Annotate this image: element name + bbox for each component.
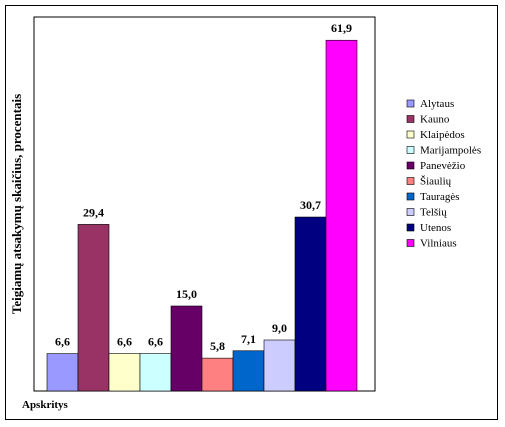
data-label-4: 15,0 <box>176 287 197 301</box>
legend-swatch-0 <box>406 99 415 108</box>
bar-9 <box>325 39 358 392</box>
legend-swatch-9 <box>406 239 415 247</box>
legend-swatch-1 <box>406 115 415 123</box>
bar-4 <box>170 305 203 392</box>
legend-label-8: Utenos <box>420 222 451 234</box>
data-label-5: 5,8 <box>210 339 225 353</box>
legend-label-1: Kauno <box>420 114 450 126</box>
legend-swatch-6 <box>406 192 415 201</box>
bar-3 <box>139 353 172 392</box>
bar-7 <box>263 339 296 392</box>
legend: Alytaus Kauno Klaipėdos Marijampolės Panevėž… <box>406 98 481 250</box>
legend-label-2: Klaipėdos <box>420 129 465 141</box>
data-label-6: 7,1 <box>241 332 256 346</box>
legend-swatch-3 <box>406 146 415 154</box>
legend-label-9: Vilniaus <box>420 238 457 250</box>
legend-label-6: Tauragės <box>420 191 460 203</box>
legend-swatch-8 <box>406 223 415 232</box>
x-axis-label: Apskritys <box>22 399 69 411</box>
bar-2 <box>108 353 141 392</box>
data-label-0: 6,6 <box>55 335 70 349</box>
legend-swatch-5 <box>406 177 415 185</box>
data-label-8: 30,7 <box>300 198 321 212</box>
data-label-7: 9,0 <box>272 321 287 335</box>
bars <box>46 39 358 392</box>
bar-0 <box>46 353 79 392</box>
data-label-1: 29,4 <box>83 205 104 219</box>
bar-6 <box>232 350 265 392</box>
legend-label-3: Marijampolės <box>420 145 481 157</box>
y-axis-label: Teigiamų atsakymų skaičius, procentais <box>9 94 24 314</box>
data-label-3: 6,6 <box>148 335 163 349</box>
bar-5 <box>201 357 234 392</box>
legend-swatch-7 <box>406 208 415 216</box>
legend-label-7: Telšių <box>420 207 447 219</box>
legend-label-5: Šiaulių <box>420 176 452 188</box>
data-label-9: 61,9 <box>331 21 352 35</box>
legend-swatch-4 <box>406 161 415 170</box>
bar-8 <box>294 216 327 392</box>
legend-label-4: Panevėžio <box>420 160 466 172</box>
legend-swatch-2 <box>406 130 415 139</box>
bar-1 <box>77 224 110 392</box>
data-label-2: 6,6 <box>117 335 132 349</box>
data-labels: 6,6 29,4 6,6 6,6 15,0 5,8 7,1 9,0 30,7 61,9 <box>55 21 352 353</box>
legend-label-0: Alytaus <box>420 98 454 110</box>
